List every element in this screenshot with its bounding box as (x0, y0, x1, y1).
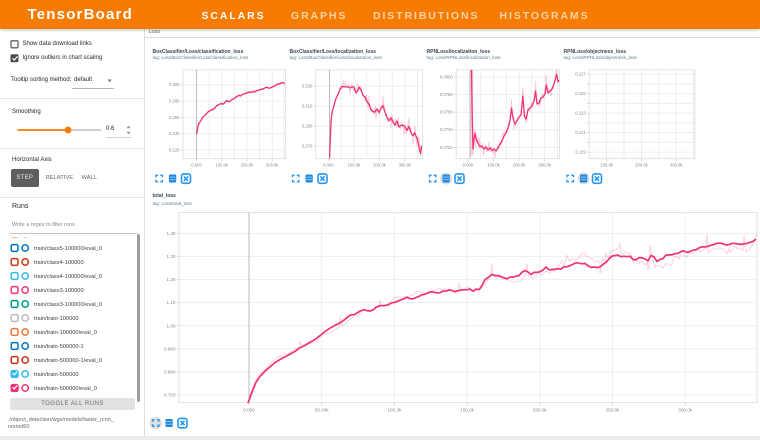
svg-text:train/train-500000-1/eval_0: train/train-500000-1/eval_0 (34, 358, 102, 364)
svg-text:train/class4-100000: train/class4-100000 (34, 260, 84, 266)
svg-text:0.0800: 0.0800 (440, 74, 453, 79)
svg-text:train/train-500000-1: train/train-500000-1 (34, 344, 84, 350)
svg-text:200.0k: 200.0k (373, 163, 386, 168)
svg-text:0.0780: 0.0780 (440, 92, 453, 97)
svg-text:0.000: 0.000 (323, 163, 334, 168)
svg-text:train/train-500000: train/train-500000 (34, 372, 79, 378)
svg-text:0.800: 0.800 (164, 369, 176, 374)
svg-text:1.30: 1.30 (167, 254, 176, 259)
svg-text:100.0k: 100.0k (600, 163, 613, 168)
svg-text:1.10: 1.10 (167, 300, 176, 305)
svg-text:100.0k: 100.0k (388, 408, 402, 413)
svg-text:train/train-500000/eval_0: train/train-500000/eval_0 (34, 386, 97, 392)
svg-text:0.121: 0.121 (575, 130, 586, 135)
svg-text:250.0k: 250.0k (606, 408, 620, 413)
svg-text:150.0k: 150.0k (460, 408, 474, 413)
svg-text:0.119: 0.119 (576, 150, 587, 155)
svg-text:train/class3-100000/eval_0: train/class3-100000/eval_0 (34, 302, 102, 308)
svg-text:0.310: 0.310 (302, 104, 313, 109)
svg-text:100.0k: 100.0k (348, 163, 361, 168)
svg-text:train/class5-100000/eval_0: train/class5-100000/eval_0 (34, 246, 102, 252)
svg-text:1.00: 1.00 (167, 323, 176, 328)
svg-text:0.000: 0.000 (243, 408, 255, 413)
svg-text:0.240: 0.240 (169, 131, 180, 136)
svg-text:0.000: 0.000 (463, 163, 474, 168)
svg-text:300.0k: 300.0k (266, 163, 279, 168)
svg-text:0.123: 0.123 (575, 111, 586, 116)
svg-text:0.0760: 0.0760 (440, 110, 453, 115)
svg-text:0.260: 0.260 (169, 115, 180, 120)
svg-text:0.900: 0.900 (164, 346, 176, 351)
svg-text:0.290: 0.290 (302, 124, 313, 129)
svg-text:50.00k: 50.00k (315, 408, 329, 413)
svg-text:200.0k: 200.0k (241, 163, 254, 168)
svg-text:0.0740: 0.0740 (440, 127, 453, 132)
svg-text:1.20: 1.20 (167, 277, 176, 282)
svg-text:0.125: 0.125 (575, 91, 586, 96)
svg-text:0.220: 0.220 (169, 147, 180, 152)
svg-text:200.0k: 200.0k (513, 163, 526, 168)
svg-text:300.0k: 300.0k (678, 408, 692, 413)
svg-text:100.0k: 100.0k (216, 163, 229, 168)
svg-text:200.0k: 200.0k (635, 163, 648, 168)
svg-text:0.700: 0.700 (164, 393, 176, 398)
svg-text:300.0k: 300.0k (399, 163, 412, 168)
svg-text:200.0k: 200.0k (533, 408, 547, 413)
svg-text:0.0720: 0.0720 (440, 145, 453, 150)
svg-text:train/train-100000/eval_0: train/train-100000/eval_0 (34, 330, 97, 336)
svg-text:train/train-100000: train/train-100000 (34, 316, 79, 322)
svg-text:0.280: 0.280 (169, 99, 180, 104)
svg-text:0.330: 0.330 (302, 84, 313, 89)
svg-text:300.0k: 300.0k (538, 163, 551, 168)
svg-text:0.300: 0.300 (169, 82, 180, 87)
svg-text:0.270: 0.270 (302, 144, 313, 149)
svg-text:100.0k: 100.0k (487, 163, 500, 168)
svg-text:1.40: 1.40 (167, 231, 176, 236)
svg-text:300.0k: 300.0k (670, 163, 683, 168)
svg-text:0.127: 0.127 (575, 72, 586, 77)
svg-text:0.000: 0.000 (191, 163, 202, 168)
svg-text:train/class4-100000/eval_0: train/class4-100000/eval_0 (34, 274, 102, 280)
svg-text:train/class3-100000: train/class3-100000 (34, 288, 84, 294)
